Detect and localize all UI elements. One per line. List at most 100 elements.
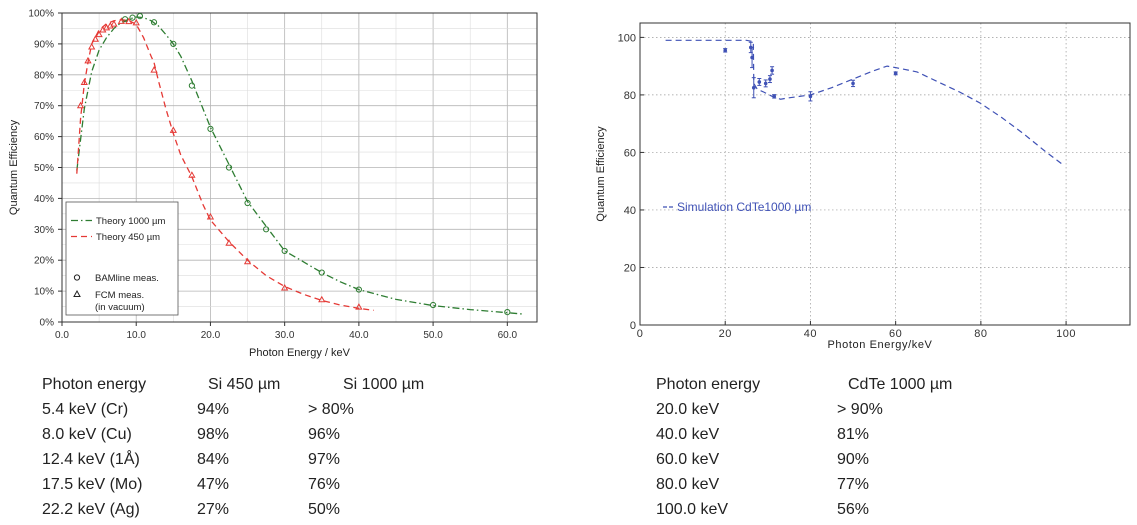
- si-efficiency-table: Photon energy Si 450 µm Si 1000 µm 5.4 keV …: [42, 374, 562, 524]
- bamline-point: [136, 12, 144, 20]
- fcm-point: [80, 78, 88, 86]
- bamline-markers: [121, 12, 511, 316]
- table-cell: 96%: [308, 426, 341, 443]
- table-cell: 5.4 keV (Cr): [42, 401, 129, 418]
- table-cell: 90%: [837, 451, 870, 468]
- measurement-point: [723, 48, 728, 53]
- fcm-point: [84, 56, 92, 64]
- table-cell: 12.4 keV (1Å): [42, 451, 140, 468]
- bamline-point: [504, 309, 511, 316]
- bamline-point: [207, 125, 214, 132]
- x-axis-title: Photon Energy/keV: [828, 339, 933, 351]
- table-cell: 77%: [837, 476, 870, 493]
- table-cell: 60.0 keV: [656, 451, 720, 468]
- measurement-point: [763, 81, 768, 86]
- fcm-point: [95, 30, 103, 38]
- cdte-efficiency-chart: 0 20 40 60 80 100 0 20 40 60 80 100 Photon Energy/ke…: [595, 22, 1131, 351]
- grid: [639, 23, 1130, 326]
- table-cell: 76%: [308, 476, 341, 493]
- fcm-point: [125, 17, 133, 25]
- table-cell: 94%: [197, 401, 230, 418]
- fcm-point: [355, 303, 363, 310]
- bamline-point: [170, 40, 177, 48]
- x-tick-label: 20: [719, 328, 732, 340]
- table-cell: 98%: [197, 426, 230, 443]
- measurement-point: [750, 55, 754, 60]
- y-tick-label: 100%: [28, 9, 54, 20]
- x-tick-label: 0: [637, 328, 644, 340]
- fcm-point: [225, 239, 233, 246]
- grid: [61, 12, 537, 323]
- bamline-point: [244, 199, 251, 207]
- table-cell: 80.0 keV: [656, 476, 720, 493]
- fcm-point: [169, 126, 177, 133]
- legend-label: Simulation CdTe1000 µm: [677, 200, 811, 214]
- table-cell: 47%: [197, 476, 230, 493]
- table-cell: 100.0 keV: [656, 501, 729, 518]
- x-tick-label: 40.0: [349, 330, 369, 341]
- legend-label: (in vacuum): [95, 302, 145, 313]
- legend-circle-marker: [73, 274, 81, 281]
- fcm-point: [243, 257, 252, 265]
- series-line-theory-450um: [76, 19, 374, 311]
- x-tick-label: 30.0: [275, 330, 295, 341]
- x-tick-label: 10.0: [126, 330, 146, 341]
- bamline-point: [225, 164, 233, 171]
- y-tick-label: 0%: [40, 318, 55, 329]
- table-cell: 40.0 keV: [656, 426, 720, 443]
- fcm-point: [110, 20, 118, 27]
- x-tick-label: 20.0: [201, 330, 221, 341]
- measurement-points: [723, 41, 898, 102]
- table-cell: 8.0 keV (Cu): [42, 426, 132, 443]
- y-tick-label: 40%: [34, 194, 54, 205]
- legend-box: [65, 201, 179, 316]
- fcm-markers: [76, 17, 363, 310]
- fcm-point: [281, 283, 289, 291]
- x-tick-label: 40: [804, 328, 817, 340]
- measurement-point: [772, 94, 777, 99]
- fcm-point: [91, 35, 100, 42]
- y-tick-label: 30%: [34, 225, 54, 236]
- fcm-point: [76, 101, 85, 109]
- table-cell: 27%: [197, 501, 230, 518]
- legend-triangle-marker: [73, 289, 81, 297]
- measurement-point: [768, 77, 772, 81]
- table-cell: 84%: [197, 451, 230, 468]
- si-efficiency-chart: 0.0 10.0 20.0 30.0 40.0 50.0 60.0 0% 10% 20% 30% 40…: [8, 9, 538, 359]
- table-cell: 56%: [837, 501, 870, 518]
- y-tick-label: 100: [618, 32, 636, 44]
- fcm-point: [150, 66, 158, 73]
- measurement-point: [770, 68, 774, 73]
- y-tick-label: 50%: [34, 163, 54, 174]
- bamline-point: [281, 247, 288, 255]
- cdte-efficiency-table: Photon energy CdTe 1000 µm 20.0 keV > 90% 40…: [656, 374, 1076, 524]
- legend-label: FCM meas.: [95, 290, 144, 301]
- series-line-theory-1000um: [76, 16, 523, 315]
- bamline-point: [150, 19, 158, 26]
- bamline-point: [263, 226, 270, 233]
- y-tick-label: 80%: [34, 70, 54, 81]
- plot-frame: [639, 22, 1131, 326]
- measurement-point: [893, 71, 898, 76]
- y-axis-title: Quantum Efficiency: [595, 126, 607, 222]
- measurement-point: [751, 85, 756, 90]
- table-cell: 20.0 keV: [656, 401, 720, 418]
- measurement-point: [808, 94, 813, 99]
- table-cell: 81%: [837, 426, 870, 443]
- table-cell: 97%: [308, 451, 341, 468]
- table-cell: > 90%: [837, 401, 883, 418]
- table-header-cell: Photon energy: [656, 376, 761, 393]
- bamline-point: [429, 301, 437, 309]
- y-tick-label: 10%: [34, 287, 54, 298]
- legend-label: BAMline meas.: [95, 273, 159, 284]
- fcm-point: [88, 42, 96, 50]
- y-tick-label: 90%: [34, 39, 54, 50]
- series-line-simulation: [665, 39, 1063, 165]
- plot-frame: [61, 12, 538, 323]
- y-tick-label: 60%: [34, 132, 54, 143]
- y-tick-label: 20: [624, 262, 636, 274]
- table-cell: 17.5 keV (Mo): [42, 476, 143, 493]
- bamline-point: [355, 286, 362, 293]
- y-tick-label: 40: [624, 205, 636, 217]
- bamline-point: [129, 14, 136, 21]
